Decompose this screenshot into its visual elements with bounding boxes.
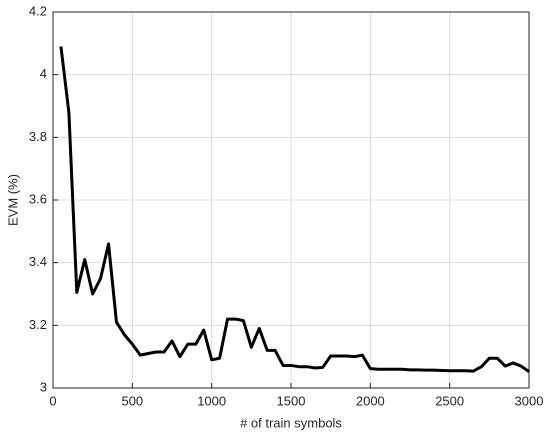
x-tick-label: 1500 (277, 393, 306, 408)
y-tick-label: 3.8 (29, 129, 47, 144)
x-tick-label: 2000 (356, 393, 385, 408)
data-line (59, 46, 530, 373)
x-tick-label: 1000 (197, 393, 226, 408)
y-tick-label: 4.2 (29, 3, 47, 18)
y-tick-label: 4 (40, 66, 47, 81)
x-tick-label: 500 (121, 393, 143, 408)
y-axis-label: EVM (%) (5, 174, 20, 226)
x-tick-label: 0 (49, 393, 56, 408)
x-axis-label: # of train symbols (240, 415, 342, 430)
y-tick-label: 3 (40, 379, 47, 394)
y-tick-label: 3.6 (29, 191, 47, 206)
y-tick-label: 3.2 (29, 317, 47, 332)
x-tick-label: 2500 (435, 393, 464, 408)
plot-frame (52, 11, 530, 389)
x-tick-label: 3000 (515, 393, 544, 408)
y-tick-label: 3.4 (29, 254, 47, 269)
